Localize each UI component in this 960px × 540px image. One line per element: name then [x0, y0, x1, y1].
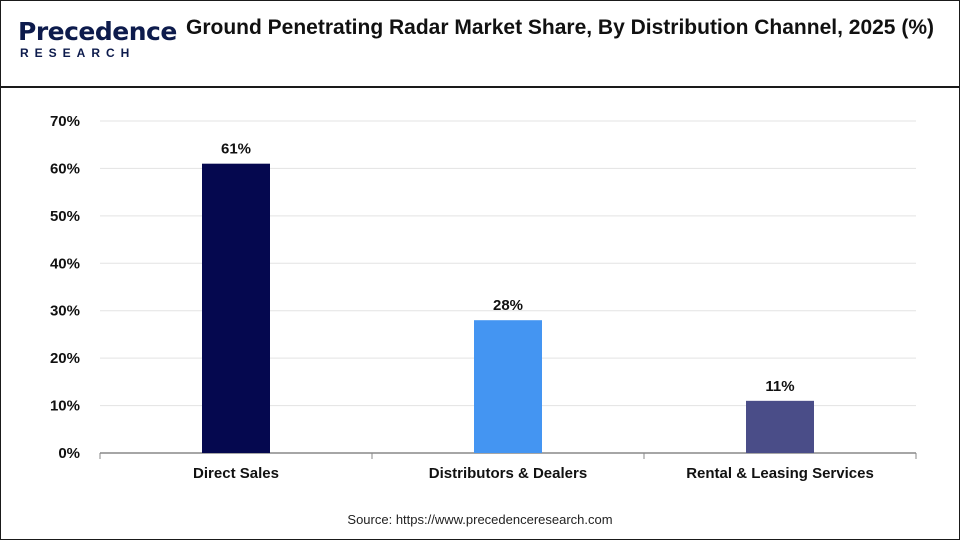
brand-logo: Precedence RESEARCH	[18, 18, 177, 66]
bar-chart: 0% 10% 20% 30% 40% 50% 60% 70% 61% Direct Sales 28…	[50, 113, 917, 482]
y-tick-label: 50%	[50, 208, 80, 225]
chart-header: Precedence RESEARCH Ground Penetrating R…	[0, 0, 960, 88]
y-tick-label: 40%	[50, 255, 80, 272]
data-label: 61%	[221, 141, 251, 158]
bar	[746, 400, 814, 453]
y-tick-label: 30%	[50, 303, 80, 320]
source-note: Source: https://www.precedenceresearch.c…	[347, 512, 613, 527]
y-tick-label: 70%	[50, 113, 80, 130]
x-tick-label: Rental & Leasing Services	[686, 465, 874, 482]
y-tick-label: 60%	[50, 160, 80, 177]
y-tick-label: 20%	[50, 350, 80, 367]
brand-sub: RESEARCH	[20, 46, 136, 60]
bar	[202, 163, 270, 453]
data-label: 28%	[493, 297, 523, 314]
brand-name: Precedence	[18, 17, 177, 46]
y-tick-label: 0%	[58, 445, 80, 462]
bar	[474, 320, 542, 453]
x-tick-label: Distributors & Dealers	[429, 465, 587, 482]
data-label: 11%	[765, 378, 794, 395]
x-tick-label: Direct Sales	[193, 465, 279, 482]
chart-title: Ground Penetrating Radar Market Share, B…	[186, 16, 934, 39]
y-tick-label: 10%	[50, 398, 80, 415]
